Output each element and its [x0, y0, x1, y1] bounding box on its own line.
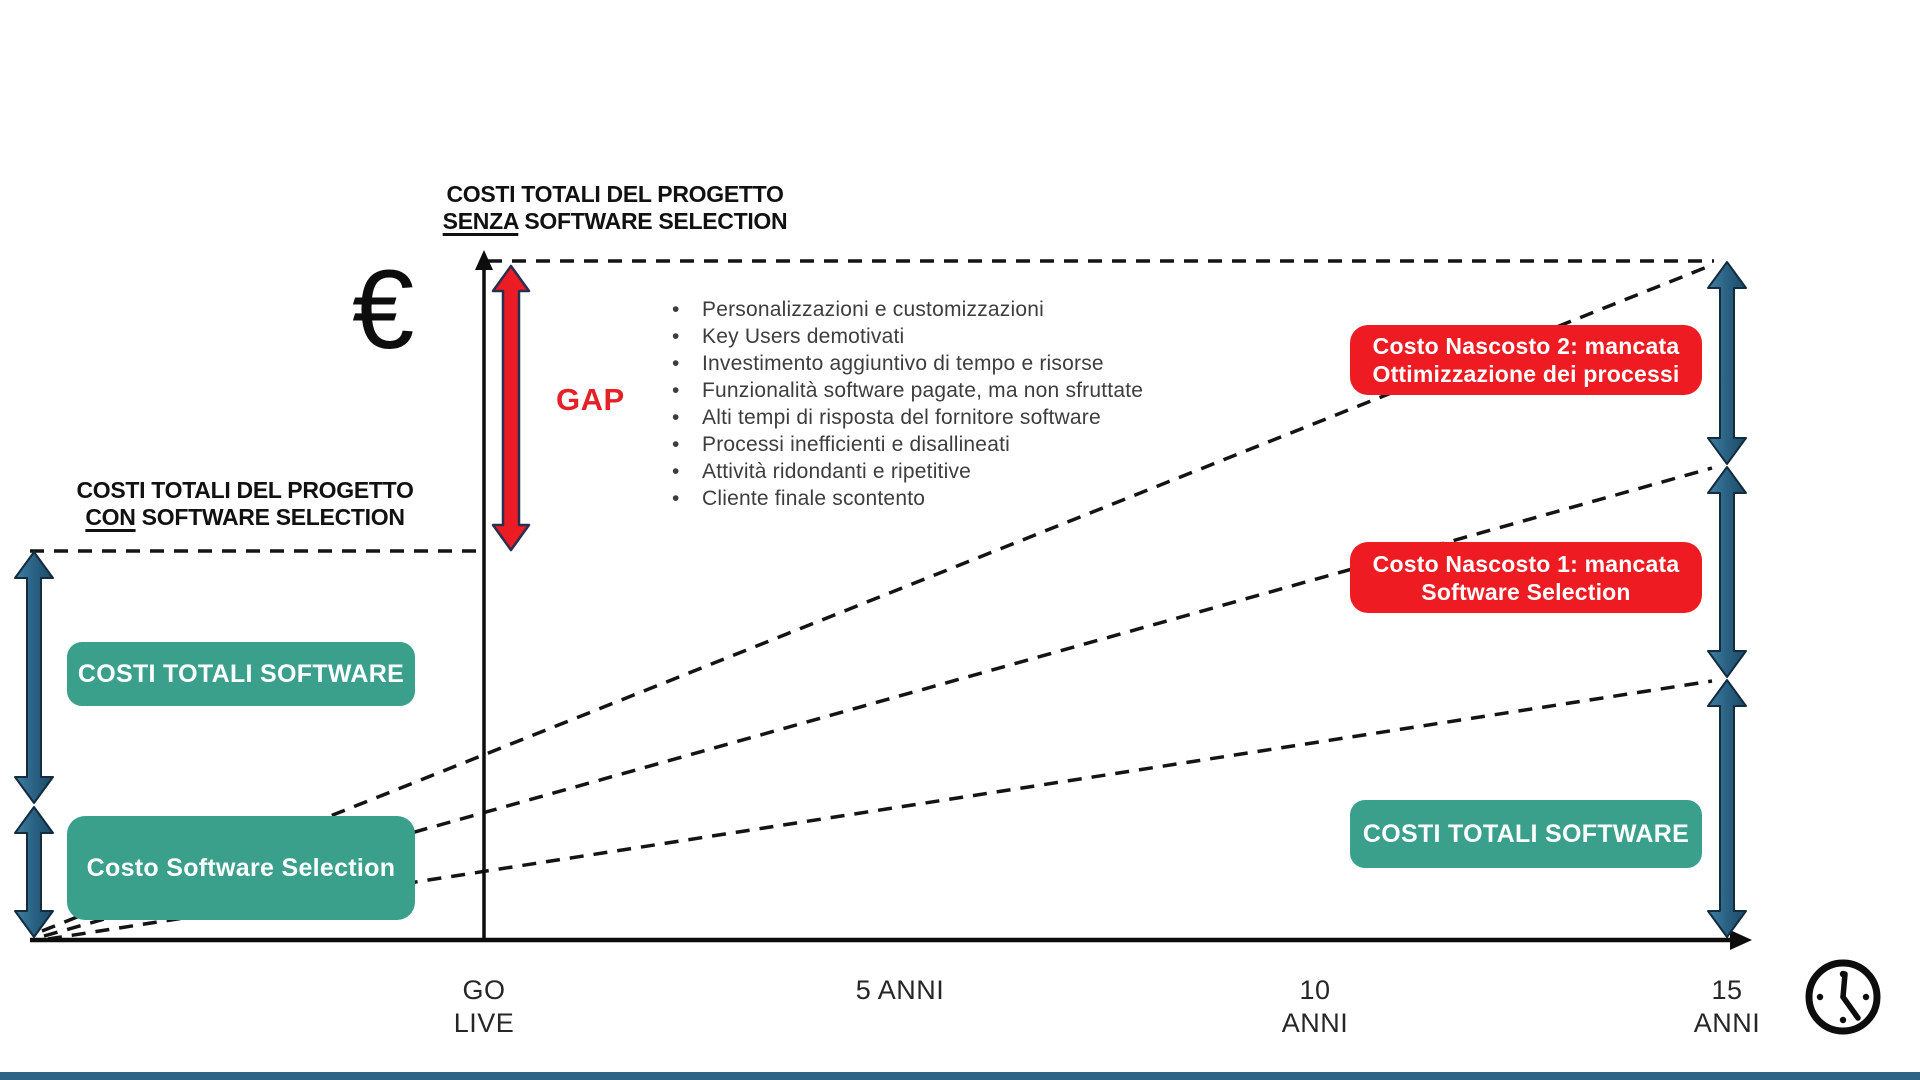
x-axis-arrowhead [1730, 930, 1752, 950]
hidden-cost-2-line2: Ottimizzazione dei processi [1372, 361, 1680, 387]
y-axis-arrowhead [475, 250, 493, 270]
x-tick-10-anni: 10 ANNI [1255, 974, 1375, 1040]
title-con-line2: CON SOFTWARE SELECTION [70, 504, 420, 531]
x-tick-15-anni: 15 ANNI [1667, 974, 1787, 1040]
left-span-arrow-selection [14, 806, 54, 938]
x-tick-5-anni-line1: 5 ANNI [855, 975, 945, 1005]
x-tick-15-anni-line2: ANNI [1693, 1008, 1761, 1038]
title-con-underlined-word: CON [85, 504, 136, 530]
title-senza-underlined-word: SENZA [442, 208, 519, 234]
bullet-item: Attività ridondanti e ripetitive [660, 458, 1200, 485]
bullet-item: Processi inefficienti e disallineati [660, 431, 1200, 458]
x-tick-go-live: GO LIVE [424, 974, 544, 1040]
right-costi-totali-software-label: COSTI TOTALI SOFTWARE [1362, 819, 1690, 848]
left-span-arrow-total [14, 551, 54, 804]
x-tick-go-live-line1: GO [462, 975, 506, 1005]
title-senza-line2: SENZA SOFTWARE SELECTION [440, 208, 790, 235]
right-span-arrow-hidden-cost-2 [1707, 261, 1747, 465]
bullet-item: Investimento aggiuntivo di tempo e risor… [660, 350, 1200, 377]
hidden-costs-bullet-list: Personalizzazioni e customizzazioni Key … [660, 296, 1200, 512]
title-senza-line2-rest: SOFTWARE SELECTION [518, 208, 788, 234]
x-tick-5-anni: 5 ANNI [820, 974, 980, 1007]
gap-double-arrow [491, 264, 531, 552]
bullet-item: Personalizzazioni e customizzazioni [660, 296, 1200, 323]
footer-bar [0, 1072, 1920, 1080]
bullet-item: Funzionalità software pagate, ma non sfr… [660, 377, 1200, 404]
right-span-arrow-hidden-cost-1 [1707, 466, 1747, 678]
hidden-cost-2-box: Costo Nascosto 2: mancata Ottimizzazione… [1350, 325, 1702, 395]
x-tick-10-anni-line2: ANNI [1281, 1008, 1349, 1038]
title-con-software-selection: COSTI TOTALI DEL PROGETTO CON SOFTWARE S… [70, 477, 420, 531]
hidden-cost-1-box: Costo Nascosto 1: mancata Software Selec… [1350, 542, 1702, 613]
right-costi-totali-software-box: COSTI TOTALI SOFTWARE [1350, 800, 1702, 868]
right-span-arrow-software [1707, 679, 1747, 938]
hidden-cost-1-line1: Costo Nascosto 1: mancata [1372, 550, 1680, 577]
costo-software-selection-label: Costo Software Selection [86, 853, 396, 882]
hidden-cost-2-line1: Costo Nascosto 2: mancata [1372, 333, 1680, 359]
title-senza-software-selection: COSTI TOTALI DEL PROGETTO SENZA SOFTWARE… [440, 181, 790, 235]
costo-software-selection-box: Costo Software Selection [67, 816, 415, 920]
euro-axis-symbol: € [352, 247, 415, 372]
title-senza-line1: COSTI TOTALI DEL PROGETTO [446, 181, 784, 207]
hidden-cost-1-line2: Software Selection [1421, 578, 1631, 605]
bullet-item: Alti tempi di risposta del fornitore sof… [660, 404, 1200, 431]
bullet-item: Cliente finale scontento [660, 485, 1200, 512]
title-con-line1: COSTI TOTALI DEL PROGETTO [76, 477, 414, 503]
dashed-diagonal-software-cost [47, 679, 1713, 941]
bullet-item: Key Users demotivati [660, 323, 1200, 350]
left-costi-totali-software-box: COSTI TOTALI SOFTWARE [67, 642, 415, 706]
x-tick-10-anni-line1: 10 [1299, 975, 1331, 1005]
x-tick-15-anni-line1: 15 [1711, 975, 1743, 1005]
title-con-line2-rest: SOFTWARE SELECTION [135, 504, 405, 530]
left-costi-totali-software-label: COSTI TOTALI SOFTWARE [77, 659, 405, 688]
gap-label: GAP [556, 382, 625, 417]
x-tick-go-live-line2: LIVE [453, 1008, 515, 1038]
clock-icon [1805, 959, 1881, 1035]
